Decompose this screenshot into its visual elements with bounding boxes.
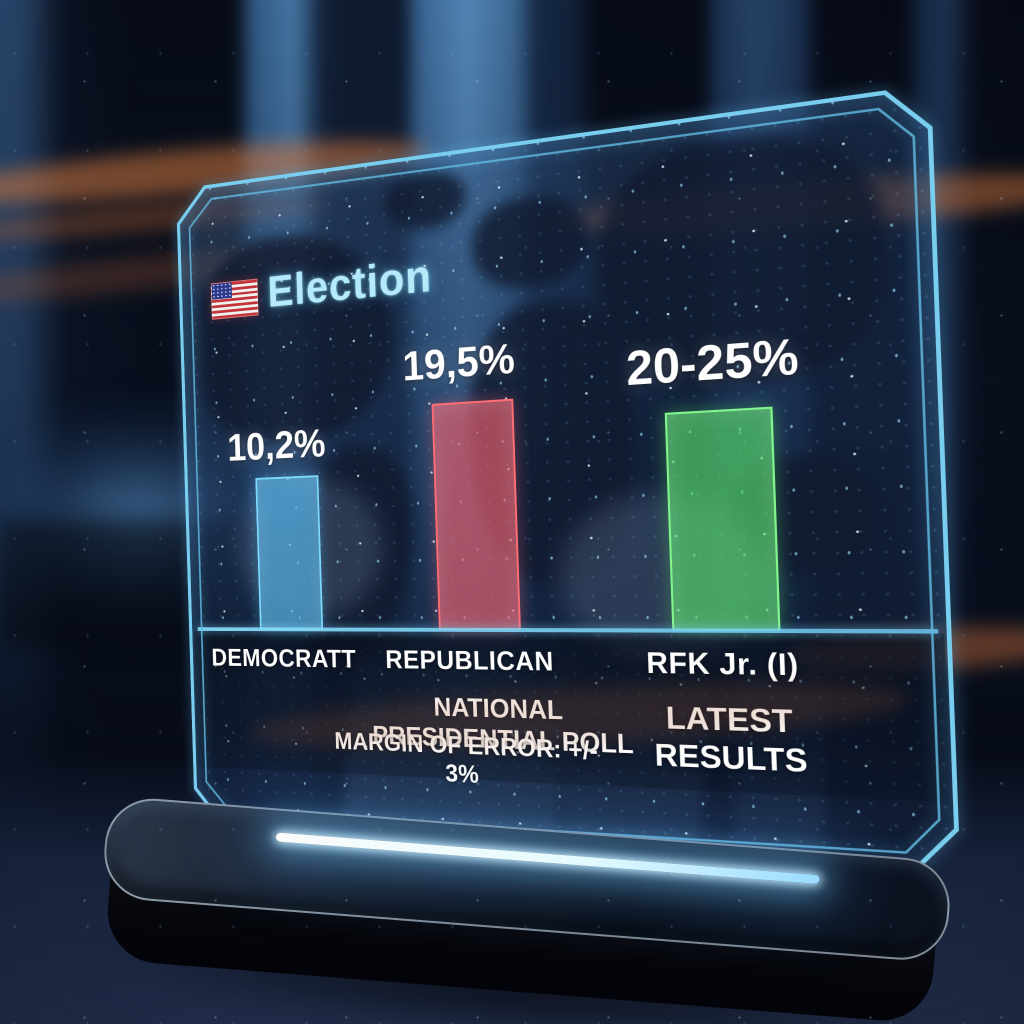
panel-border	[173, 80, 964, 880]
holo-panel: 10,2% 19,5% 20-25% DEMOCRATT REPUBLICAN …	[173, 80, 964, 880]
studio-scene: 10,2% 19,5% 20-25% DEMOCRATT REPUBLICAN …	[0, 0, 1024, 1024]
